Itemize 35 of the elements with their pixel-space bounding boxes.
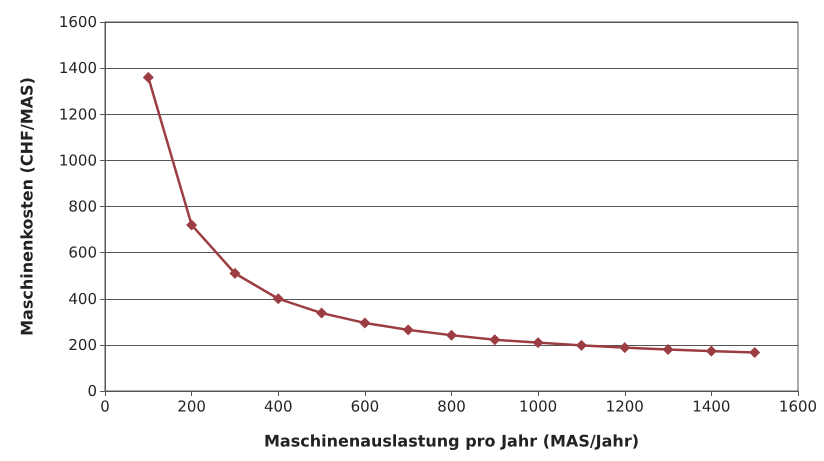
- x-tick-label: 1400: [692, 398, 730, 416]
- point: [186, 219, 198, 230]
- y-tick-label: 0: [87, 382, 97, 400]
- point: [619, 342, 630, 354]
- point: [532, 337, 544, 348]
- y-tick-label: 1000: [58, 151, 97, 170]
- point: [446, 330, 457, 341]
- y-tick-label: 1200: [58, 105, 97, 124]
- point: [229, 268, 240, 279]
- point: [272, 293, 284, 304]
- x-tick-label: 1600: [778, 398, 818, 416]
- y-tick-label: 1400: [58, 59, 97, 78]
- point: [402, 324, 414, 336]
- y-axis-title: Maschinenkosten (CHF/MAS): [18, 77, 36, 336]
- x-tick-label: 400: [264, 398, 293, 416]
- y-tick-label: 200: [68, 336, 97, 354]
- point: [576, 340, 587, 351]
- point: [749, 346, 760, 358]
- y-tick-label: 1600: [58, 13, 97, 31]
- point: [359, 317, 370, 328]
- y-tick-label: 600: [68, 244, 97, 262]
- y-tick-label: 400: [68, 290, 97, 308]
- point: [316, 308, 328, 319]
- x-tick-label: 200: [177, 398, 206, 416]
- x-axis-title: Maschinenauslastung pro Jahr (MAS/Jahr): [264, 432, 640, 450]
- point: [662, 344, 674, 355]
- x-tick-label: 0: [100, 398, 110, 416]
- x-tick-label: 1000: [519, 398, 558, 416]
- point: [142, 72, 154, 83]
- x-tick-label: 800: [437, 398, 466, 416]
- x-tick-label: 1200: [606, 398, 644, 416]
- point: [706, 346, 717, 357]
- point: [489, 334, 500, 346]
- y-tick-label: 800: [68, 198, 97, 216]
- x-tick-label: 600: [350, 398, 380, 416]
